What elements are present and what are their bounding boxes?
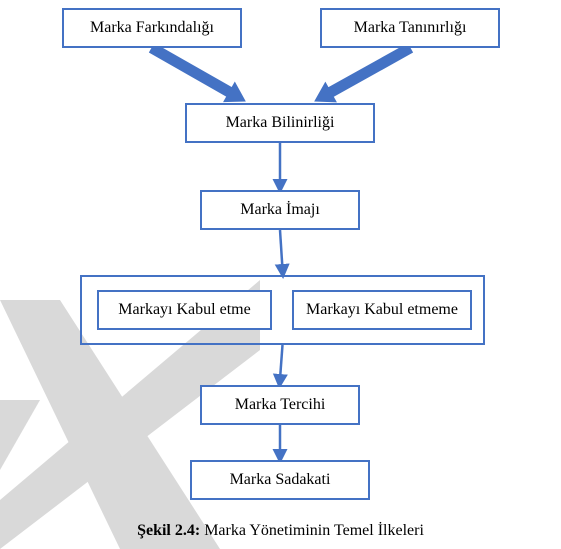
node-brand-knowledge: Marka Bilinirliği bbox=[185, 103, 375, 143]
node-brand-loyalty: Marka Sadakati bbox=[190, 460, 370, 500]
node-brand-preference: Marka Tercihi bbox=[200, 385, 360, 425]
node-label: Marka Sadakati bbox=[230, 471, 331, 489]
node-brand-awareness: Marka Farkındalığı bbox=[62, 8, 242, 48]
figure-caption-text: Marka Yönetiminin Temel İlkeleri bbox=[200, 522, 424, 539]
figure-caption: Şekil 2.4: Marka Yönetiminin Temel İlkel… bbox=[0, 522, 561, 540]
node-label: Marka Farkındalığı bbox=[90, 19, 214, 37]
node-brand-accept: Markayı Kabul etme bbox=[97, 290, 272, 330]
node-label: Markayı Kabul etmeme bbox=[306, 301, 458, 319]
node-brand-recognition: Marka Tanınırlığı bbox=[320, 8, 500, 48]
node-label: Marka Bilinirliği bbox=[226, 114, 335, 132]
node-brand-image: Marka İmajı bbox=[200, 190, 360, 230]
figure-caption-prefix: Şekil 2.4: bbox=[137, 522, 200, 539]
node-label: Markayı Kabul etme bbox=[118, 301, 250, 319]
node-label: Marka Tanınırlığı bbox=[354, 19, 467, 37]
node-label: Marka İmajı bbox=[240, 201, 320, 219]
diagram-stage: Marka Farkındalığı Marka Tanınırlığı Mar… bbox=[0, 0, 561, 549]
node-brand-reject: Markayı Kabul etmeme bbox=[292, 290, 472, 330]
node-label: Marka Tercihi bbox=[235, 396, 326, 414]
